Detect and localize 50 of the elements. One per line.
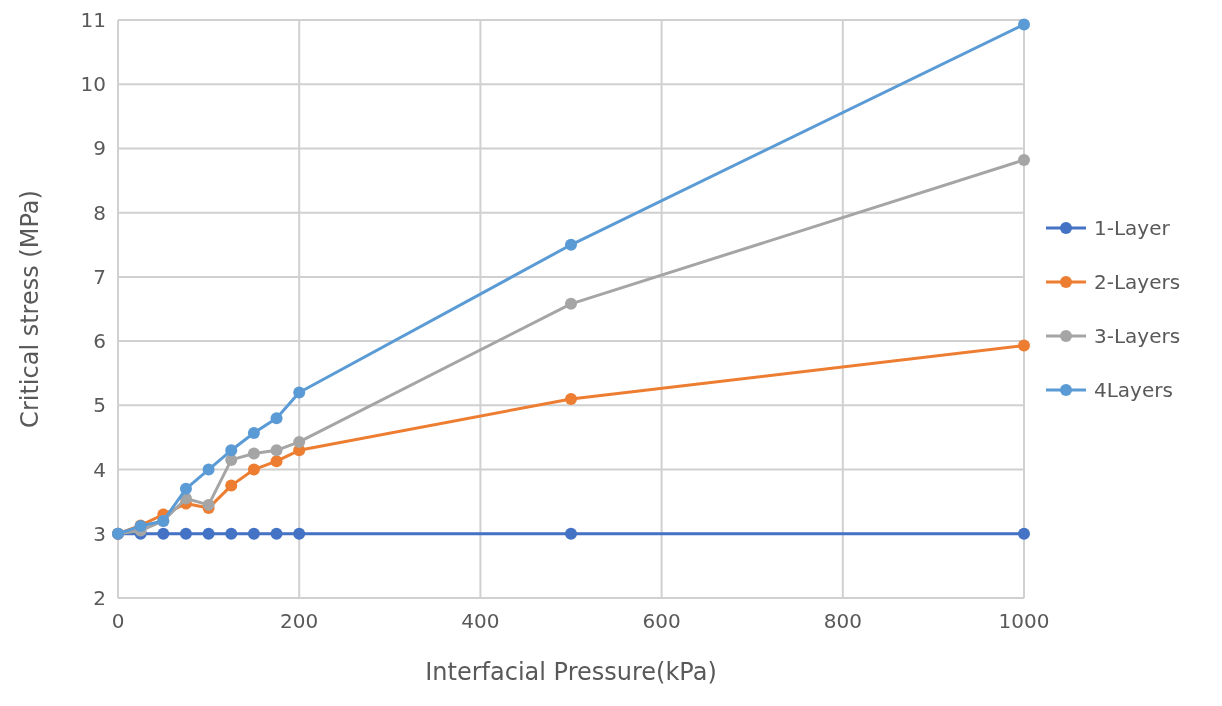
legend-label: 1-Layer <box>1094 216 1171 240</box>
y-tick-label: 9 <box>93 136 106 161</box>
point <box>247 463 260 476</box>
legend-label: 4Layers <box>1094 378 1173 402</box>
point <box>247 426 260 439</box>
point <box>1018 18 1030 31</box>
x-tick-label: 1000 <box>998 609 1050 633</box>
y-tick-label: 8 <box>93 200 106 225</box>
point <box>247 527 260 540</box>
point <box>270 444 283 457</box>
point <box>157 527 170 540</box>
point <box>1018 339 1030 352</box>
y-tick-label: 7 <box>93 264 106 289</box>
point <box>247 447 260 460</box>
point <box>270 455 283 468</box>
x-tick-label: 0 <box>111 609 125 633</box>
point <box>225 527 238 540</box>
point <box>225 479 238 492</box>
y-tick-label: 6 <box>93 329 106 354</box>
point <box>179 527 192 540</box>
point <box>565 297 577 310</box>
y-tick-label: 11 <box>80 8 106 32</box>
y-tick-label: 5 <box>93 393 106 418</box>
point <box>179 482 192 495</box>
point <box>202 498 215 511</box>
point <box>270 412 283 425</box>
x-axis-title: Interfacial Pressure(kPa) <box>425 658 717 686</box>
point <box>565 392 577 405</box>
point <box>1018 527 1030 540</box>
x-tick-label: 400 <box>461 609 500 633</box>
point <box>202 463 215 476</box>
legend-label: 2-Layers <box>1094 270 1181 294</box>
point <box>293 386 306 399</box>
point <box>565 238 577 251</box>
y-axis-title: Critical stress (MPa) <box>16 190 44 428</box>
y-tick-label: 3 <box>93 521 106 546</box>
point <box>293 527 306 540</box>
y-tick-label: 4 <box>93 457 106 482</box>
point <box>202 527 215 540</box>
y-tick-label: 2 <box>93 586 106 610</box>
x-tick-label: 600 <box>642 609 681 633</box>
point <box>293 435 306 448</box>
y-tick-label: 10 <box>80 72 106 97</box>
point <box>565 527 577 540</box>
legend-label: 3-Layers <box>1094 324 1181 348</box>
point <box>1018 154 1030 166</box>
x-tick-label: 200 <box>280 609 319 633</box>
x-tick-label: 800 <box>823 609 862 633</box>
point <box>225 444 238 457</box>
point <box>270 527 283 540</box>
